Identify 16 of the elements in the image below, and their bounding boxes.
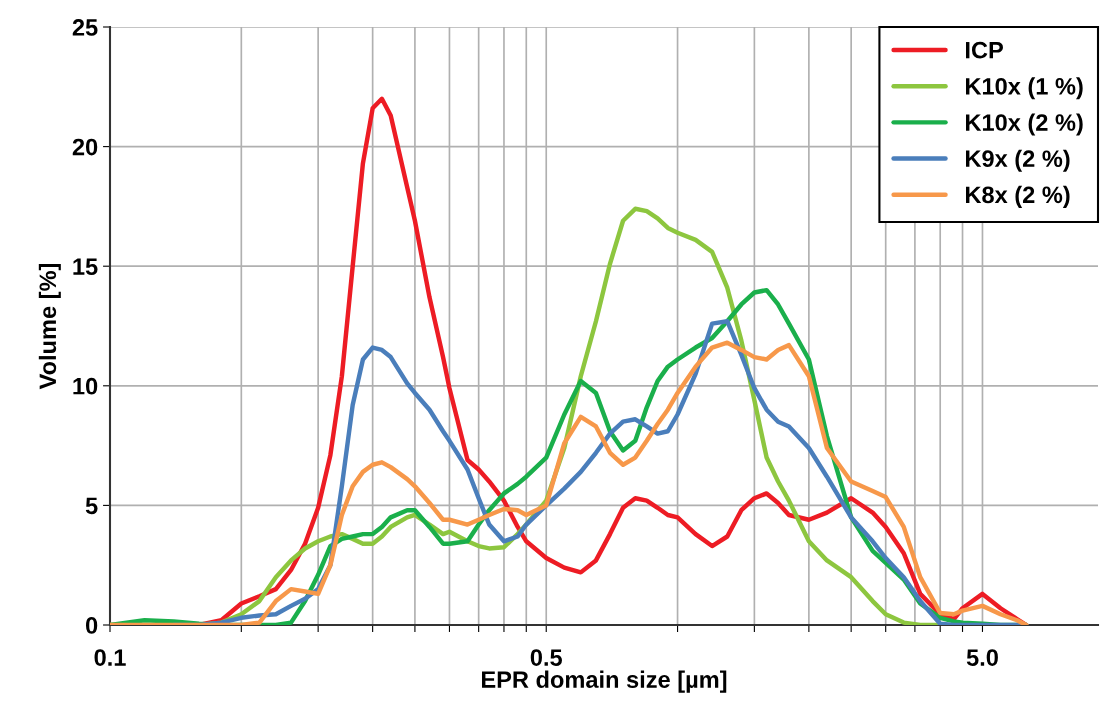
legend-label: ICP — [966, 41, 1003, 59]
x-tick-label: 0.5 — [530, 649, 562, 666]
y-tick-label: 5 — [85, 497, 98, 515]
legend-label: K9x (2 %) — [966, 149, 1070, 172]
x-axis-title: EPR domain size [µm] — [482, 670, 727, 693]
x-tick-label: 0.1 — [94, 649, 126, 666]
y-tick-label: 10 — [73, 377, 98, 395]
y-tick-label: 20 — [72, 138, 98, 156]
y-tick-label: 0 — [86, 617, 98, 634]
legend-label: K10x (2 %) — [966, 113, 1083, 136]
legend-label: K10x (1 %) — [966, 77, 1083, 100]
y-tick-label: 25 — [72, 19, 98, 36]
y-axis-title: Volume [%] — [38, 263, 61, 390]
y-tick-label: 15 — [73, 258, 98, 275]
x-tick-label: 5.0 — [966, 649, 998, 666]
legend-label: K8x (2 %) — [966, 185, 1070, 208]
